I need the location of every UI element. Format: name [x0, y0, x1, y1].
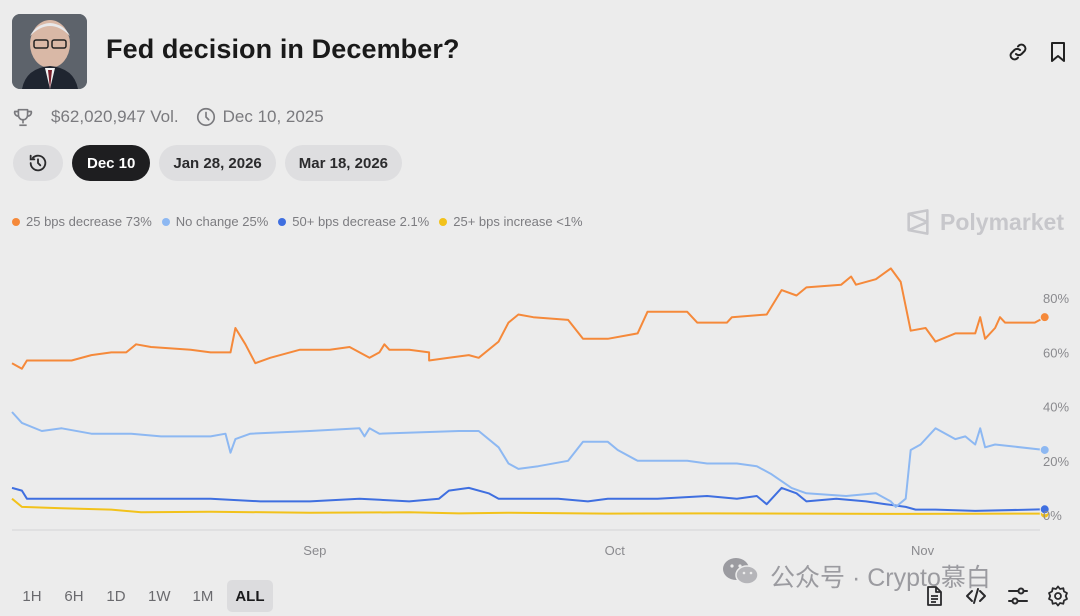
date-tabs: Dec 10 Jan 28, 2026 Mar 18, 2026 [13, 145, 403, 181]
page-title: Fed decision in December? [106, 34, 460, 64]
legend-label: 25+ bps increase <1% [453, 214, 583, 229]
tab-jan-28-2026[interactable]: Jan 28, 2026 [159, 145, 276, 181]
y-tick-label: 40% [1043, 400, 1069, 415]
x-tick-label: Oct [605, 543, 626, 558]
series-line [11, 486, 1045, 512]
watermark-text: 公众号 · Crypto慕白 [770, 563, 991, 592]
series-end-point [1039, 312, 1050, 323]
y-tick-label: 80% [1043, 291, 1069, 306]
clock-icon [195, 106, 217, 128]
range-1d[interactable]: 1D [106, 587, 126, 605]
legend-dot [439, 217, 448, 226]
history-button[interactable] [13, 145, 63, 181]
link-icon[interactable] [1006, 40, 1030, 64]
settings-icon[interactable] [1046, 584, 1070, 608]
series-end-point [1039, 504, 1050, 515]
volume-text: $62,020,947 Vol. [51, 107, 179, 126]
wechat-icon [722, 556, 760, 595]
price-chart[interactable]: Sep Oct Nov 80% 60% 40% 20% 0% [0, 230, 1080, 570]
range-all[interactable]: ALL [227, 580, 273, 612]
range-1w[interactable]: 1W [148, 587, 171, 605]
series-line [11, 411, 1045, 508]
polymarket-icon [907, 209, 929, 235]
y-tick-label: 20% [1043, 454, 1069, 469]
legend-label: 50+ bps decrease 2.1% [292, 214, 430, 229]
legend-item: 25+ bps increase <1% [439, 214, 583, 229]
series-end-point [1039, 444, 1050, 455]
legend-item: No change 25% [161, 214, 269, 229]
y-tick-label: 60% [1043, 345, 1069, 360]
range-1m[interactable]: 1M [192, 587, 214, 605]
legend-label: No change 25% [175, 214, 269, 229]
legend-dot [278, 217, 287, 226]
market-image [12, 14, 87, 89]
market-meta: $62,020,947 Vol. Dec 10, 2025 [12, 106, 324, 128]
range-1h[interactable]: 1H [22, 587, 42, 605]
watermark: 公众号 · Crypto慕白 [722, 556, 991, 595]
legend-dot [161, 217, 170, 226]
series-line [11, 497, 1045, 515]
tab-mar-18-2026[interactable]: Mar 18, 2026 [284, 145, 403, 181]
y-tick-label: 0% [1043, 508, 1062, 523]
legend-item: 50+ bps decrease 2.1% [278, 214, 429, 229]
chart-legend: 25 bps decrease 73% No change 25% 50+ bp… [12, 214, 593, 229]
tab-dec-10[interactable]: Dec 10 [72, 145, 151, 181]
polymarket-logo: Polymarket [904, 208, 1064, 236]
legend-dot [12, 217, 20, 226]
trophy-icon [12, 106, 34, 128]
bookmark-icon[interactable] [1046, 40, 1070, 64]
series-line [11, 267, 1046, 370]
end-date-text: Dec 10, 2025 [222, 107, 324, 126]
legend-item: 25 bps decrease 73% [12, 214, 152, 229]
x-tick-label: Nov [911, 543, 935, 558]
brand-name: Polymarket [940, 208, 1065, 235]
x-tick-label: Sep [303, 543, 326, 558]
sliders-icon[interactable] [1006, 584, 1030, 608]
time-range-selector: 1H 6H 1D 1W 1M ALL [14, 580, 273, 612]
history-icon [29, 154, 47, 172]
range-6h[interactable]: 6H [64, 587, 84, 605]
document-icon[interactable] [922, 584, 946, 608]
legend-label: 25 bps decrease 73% [26, 214, 152, 229]
embed-code-icon[interactable] [964, 584, 988, 608]
